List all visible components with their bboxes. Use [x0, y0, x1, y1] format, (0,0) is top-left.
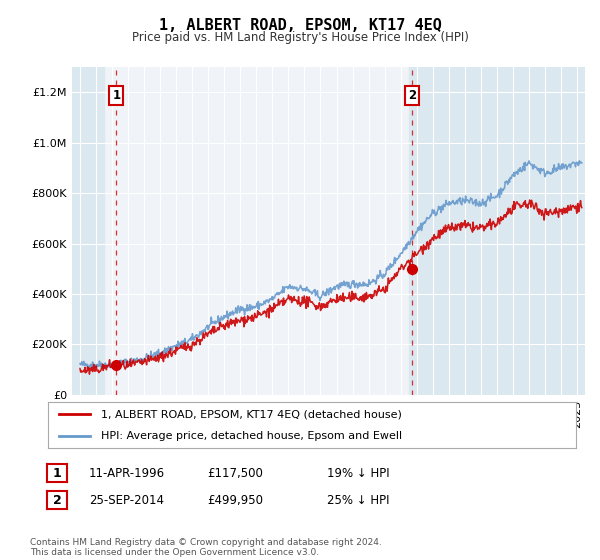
- Text: 11-APR-1996: 11-APR-1996: [89, 466, 165, 480]
- Text: Price paid vs. HM Land Registry's House Price Index (HPI): Price paid vs. HM Land Registry's House …: [131, 31, 469, 44]
- Text: 1: 1: [53, 466, 61, 480]
- Text: 2: 2: [408, 88, 416, 101]
- Bar: [72, 67, 104, 395]
- Text: £499,950: £499,950: [207, 493, 263, 507]
- Bar: [409, 67, 585, 395]
- Text: £117,500: £117,500: [207, 466, 263, 480]
- Text: 25% ↓ HPI: 25% ↓ HPI: [327, 493, 389, 507]
- Text: 25-SEP-2014: 25-SEP-2014: [89, 493, 164, 507]
- Text: HPI: Average price, detached house, Epsom and Ewell: HPI: Average price, detached house, Epso…: [101, 431, 402, 441]
- Text: Contains HM Land Registry data © Crown copyright and database right 2024.
This d: Contains HM Land Registry data © Crown c…: [30, 538, 382, 557]
- Text: 19% ↓ HPI: 19% ↓ HPI: [327, 466, 389, 480]
- Text: 1, ALBERT ROAD, EPSOM, KT17 4EQ (detached house): 1, ALBERT ROAD, EPSOM, KT17 4EQ (detache…: [101, 409, 401, 419]
- Text: 2: 2: [53, 493, 61, 507]
- Text: 1, ALBERT ROAD, EPSOM, KT17 4EQ: 1, ALBERT ROAD, EPSOM, KT17 4EQ: [158, 18, 442, 33]
- Text: 1: 1: [112, 88, 121, 101]
